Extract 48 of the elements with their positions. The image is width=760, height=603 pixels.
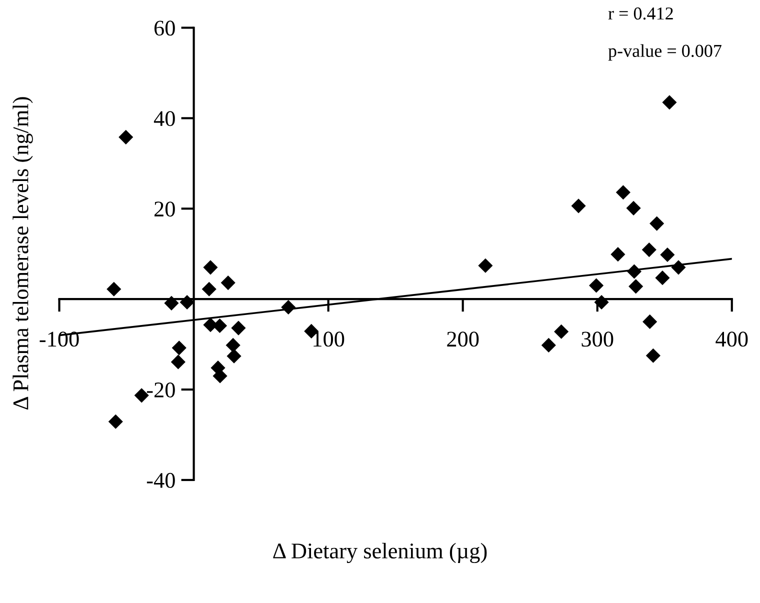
point [202,282,216,296]
text: r = 0.412 [608,7,673,20]
point [134,388,149,403]
point [589,278,604,293]
point [220,276,236,290]
x-axis-title: Δ Dietary selenium (µg) [273,542,487,564]
point [655,270,670,286]
point [164,296,179,310]
point [642,242,656,258]
x-tick-label: 100 [314,332,344,347]
point [281,300,296,315]
x-tick-label: 300 [582,332,614,347]
point [662,95,677,110]
point [226,348,242,364]
point [231,320,246,336]
annotation: p-value = 0.007 [608,44,722,61]
point [170,354,186,370]
point [594,294,609,310]
y-tick-label: 20 [154,202,175,217]
point [172,340,186,356]
point [650,216,664,231]
y-tick-label: -40 [146,472,175,488]
y-tick-label: 60 [154,20,175,36]
point [628,279,644,294]
point [203,260,218,275]
y-axis-title: Δ Plasma telomerase levels (ng/ml) [12,97,33,410]
x-tick-label: 400 [716,332,748,347]
point [554,324,569,339]
point [610,247,626,262]
point [646,348,660,363]
point [108,414,123,429]
point [571,198,586,214]
point [478,258,493,273]
point [118,130,134,144]
point [616,185,630,200]
point [660,247,675,262]
point [226,338,240,352]
point [180,294,194,310]
point [626,200,641,216]
y-tick-label: 40 [154,111,175,126]
point [541,338,556,352]
point [642,314,658,329]
point [626,264,642,279]
point [212,368,228,384]
point [671,260,686,275]
x-tick-label: 200 [447,332,479,347]
point [106,282,122,296]
y-tick-label: -20 [146,382,175,398]
